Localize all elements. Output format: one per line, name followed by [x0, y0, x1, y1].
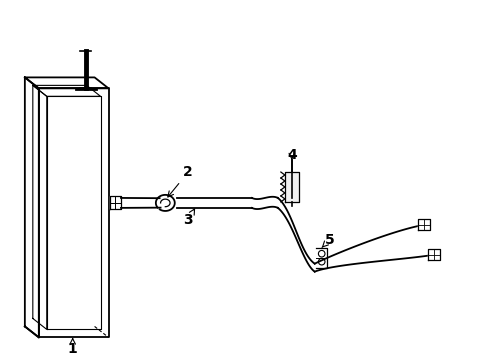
- Polygon shape: [417, 219, 429, 230]
- Polygon shape: [285, 172, 298, 202]
- Text: 4: 4: [286, 148, 296, 162]
- Text: 5: 5: [321, 233, 334, 247]
- Polygon shape: [110, 197, 121, 210]
- Text: 3: 3: [183, 209, 194, 227]
- Polygon shape: [427, 249, 439, 260]
- Text: 1: 1: [68, 339, 78, 356]
- Text: 2: 2: [167, 165, 193, 197]
